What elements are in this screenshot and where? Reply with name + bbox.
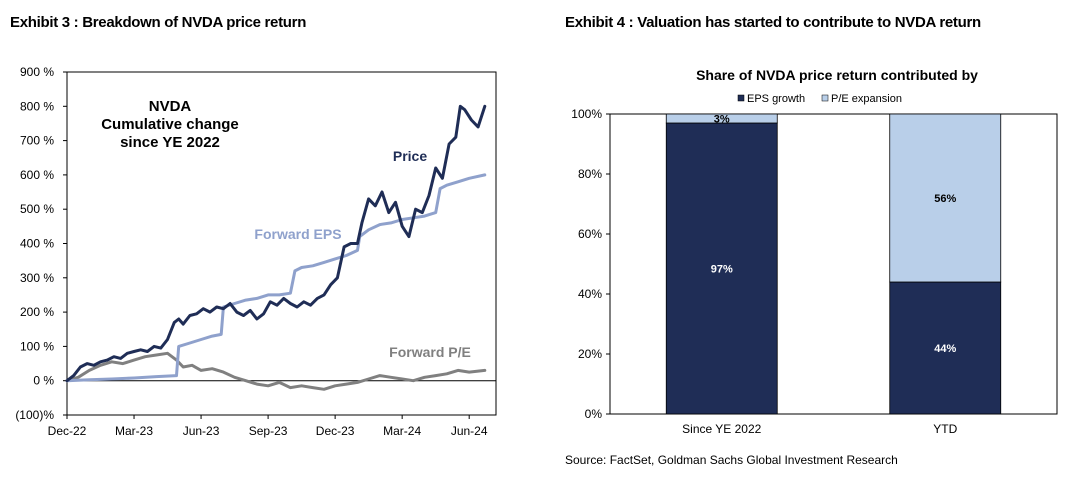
bar-data-label: 3%: [714, 114, 730, 126]
plot-area-frame: [609, 113, 1058, 415]
y-tick-label: 900 %: [20, 65, 54, 79]
chart-title: Share of NVDA price return contributed b…: [696, 67, 978, 83]
y-tick-label: 700 %: [20, 134, 54, 148]
bar-segment-eps-growth: [889, 281, 1002, 415]
series-label-price: Price: [393, 148, 427, 164]
y-tick-label: 100 %: [20, 339, 54, 353]
bar-segment-eps-growth: [665, 122, 778, 415]
exhibit-4-title: Exhibit 4 : Valuation has started to con…: [565, 14, 981, 31]
y-tick-label: (100)%: [15, 408, 54, 422]
x-tick-label: Mar-23: [115, 424, 153, 438]
y-tick-label: 200 %: [20, 305, 54, 319]
legend-label: EPS growth: [747, 93, 805, 105]
y-tick-label: 20%: [578, 347, 602, 361]
chart-annotation-line: NVDA: [149, 98, 192, 115]
legend-swatch: [821, 94, 829, 102]
y-tick-label: 300 %: [20, 271, 54, 285]
series-label-forward-eps: Forward EPS: [254, 226, 341, 242]
bar-data-label: 56%: [934, 193, 956, 205]
series-line-price: [65, 104, 487, 383]
x-category-label: YTD: [933, 422, 957, 436]
y-tick-label: 0%: [585, 407, 603, 421]
x-tick-label: Mar-24: [383, 424, 421, 438]
source-note: Source: FactSet, Goldman Sachs Global In…: [565, 453, 898, 467]
bar-segment-p-e-expansion: [889, 113, 1002, 283]
bar-data-label: 97%: [711, 264, 733, 276]
series-line-forward-eps: [65, 173, 487, 383]
x-tick-label: Dec-23: [316, 424, 355, 438]
y-tick-label: 100%: [571, 107, 602, 121]
legend-swatch: [737, 94, 745, 102]
y-tick-label: 600 %: [20, 168, 54, 182]
bar-segment-p-e-expansion: [665, 113, 778, 124]
chart-annotation-line: Cumulative change: [101, 116, 239, 133]
y-tick-label: 800 %: [20, 99, 54, 113]
chart-annotation-line: since YE 2022: [120, 134, 220, 151]
x-category-label: Since YE 2022: [682, 422, 761, 436]
x-tick-label: Dec-22: [48, 424, 87, 438]
series-line-forward-p-e: [65, 351, 487, 391]
legend-label: P/E expansion: [831, 93, 902, 105]
y-tick-label: 400 %: [20, 237, 54, 251]
y-tick-label: 80%: [578, 167, 602, 181]
x-tick-label: Jun-24: [451, 424, 488, 438]
y-tick-label: 500 %: [20, 202, 54, 216]
y-tick-label: 40%: [578, 287, 602, 301]
y-tick-label: 60%: [578, 227, 602, 241]
x-tick-label: Sep-23: [249, 424, 288, 438]
x-tick-label: Jun-23: [183, 424, 220, 438]
exhibit-3-title: Exhibit 3 : Breakdown of NVDA price retu…: [10, 14, 307, 31]
bar-data-label: 44%: [934, 343, 956, 355]
series-label-forward-p-e: Forward P/E: [389, 344, 471, 360]
cumulative-change-line-chart: (100)% 0 % 100 % 200 % 300 % 400 % 500 % 600 % 7…: [15, 65, 497, 438]
y-tick-label: 0 %: [33, 374, 54, 388]
